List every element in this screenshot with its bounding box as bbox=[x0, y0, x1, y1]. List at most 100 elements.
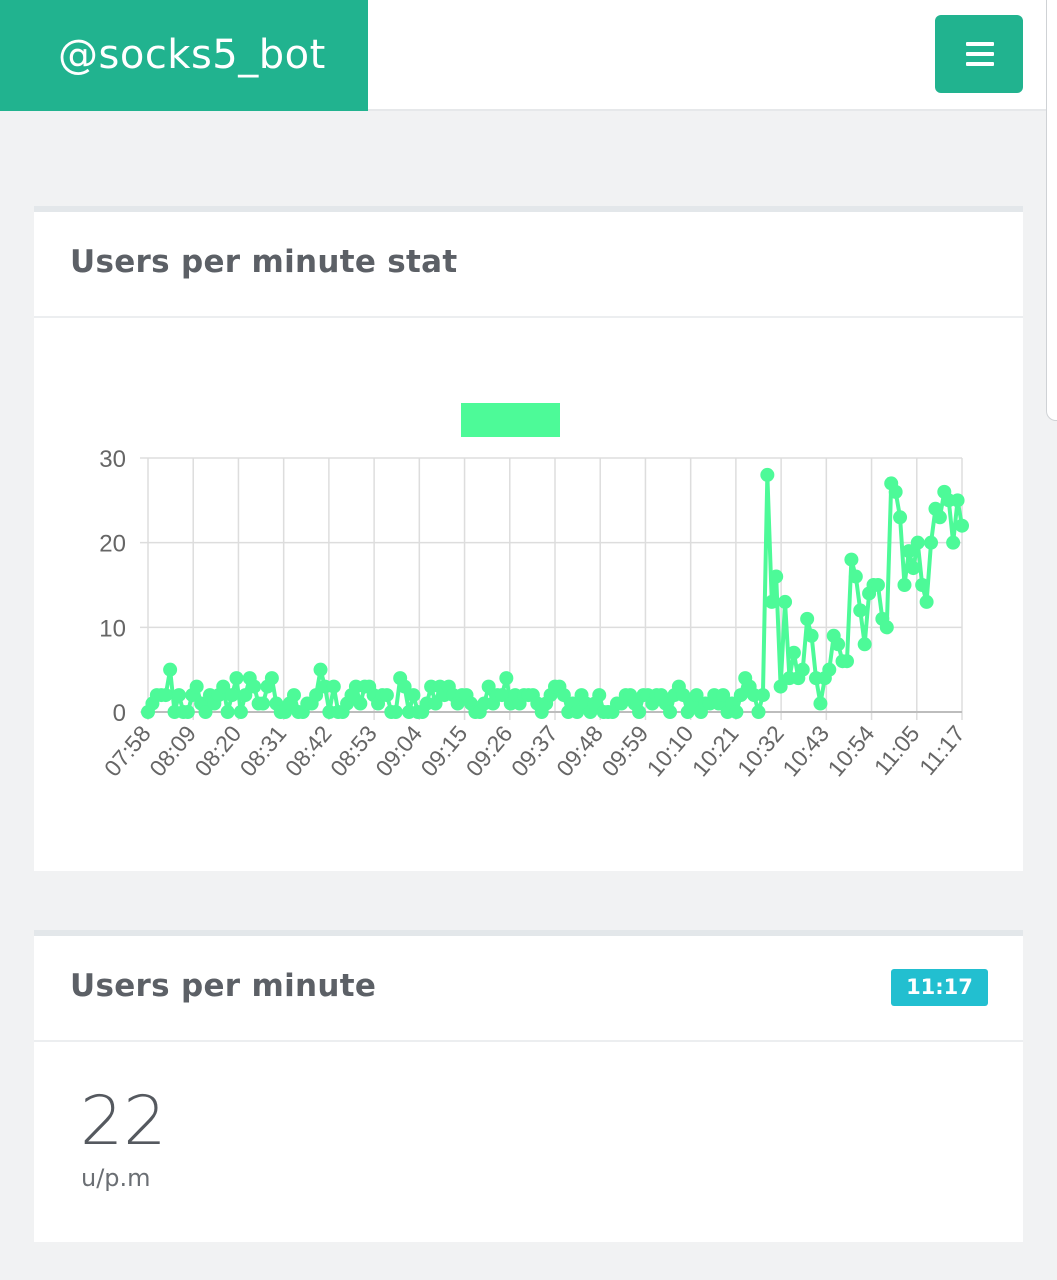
scrollbar[interactable] bbox=[1046, 0, 1057, 421]
x-tick-label: 09:04 bbox=[370, 720, 427, 781]
hamburger-menu-icon bbox=[966, 42, 994, 66]
data-point bbox=[729, 705, 744, 719]
x-tick-label: 10:10 bbox=[642, 721, 699, 782]
data-point bbox=[822, 662, 837, 677]
data-point bbox=[831, 637, 846, 652]
menu-toggle-button[interactable] bbox=[935, 15, 1023, 93]
data-point bbox=[919, 594, 934, 609]
x-tick-label: 08:09 bbox=[144, 721, 201, 782]
data-point bbox=[932, 510, 947, 525]
data-point bbox=[773, 679, 788, 694]
data-point bbox=[189, 679, 204, 694]
data-point bbox=[220, 705, 235, 719]
data-point bbox=[158, 688, 173, 703]
data-point bbox=[326, 679, 341, 694]
data-point bbox=[804, 628, 819, 643]
data-point bbox=[755, 688, 770, 703]
data-point bbox=[233, 705, 248, 719]
card-header: Users per minute 11:17 bbox=[34, 936, 1023, 1042]
data-point bbox=[379, 688, 394, 703]
data-point bbox=[663, 705, 678, 719]
data-point bbox=[229, 671, 244, 686]
data-point bbox=[950, 493, 965, 508]
data-point bbox=[786, 645, 801, 660]
data-point bbox=[264, 671, 279, 686]
data-point bbox=[879, 620, 894, 635]
data-point bbox=[428, 696, 443, 711]
data-point bbox=[946, 535, 961, 550]
y-tick-label: 10 bbox=[99, 615, 126, 642]
data-point bbox=[778, 594, 793, 609]
data-point bbox=[760, 467, 775, 482]
data-point bbox=[924, 535, 939, 550]
time-badge: 11:17 bbox=[891, 969, 988, 1006]
data-point bbox=[764, 594, 779, 609]
data-point bbox=[676, 688, 691, 703]
x-tick-label: 09:37 bbox=[506, 721, 563, 782]
x-tick-label: 10:43 bbox=[777, 721, 834, 782]
data-point bbox=[689, 688, 704, 703]
data-point bbox=[256, 696, 271, 711]
data-point bbox=[570, 705, 585, 719]
data-point bbox=[955, 518, 969, 533]
x-tick-label: 11:17 bbox=[914, 721, 970, 781]
data-point bbox=[870, 578, 885, 592]
data-point bbox=[733, 688, 748, 703]
x-tick-label: 10:54 bbox=[822, 720, 879, 781]
x-tick-label: 09:48 bbox=[551, 721, 608, 782]
users-per-minute-card: Users per minute 11:17 22 u/p.m bbox=[34, 930, 1023, 1242]
users-per-minute-value: 22 bbox=[80, 1082, 167, 1161]
data-point bbox=[286, 688, 301, 703]
data-point bbox=[893, 510, 908, 525]
data-point bbox=[556, 688, 571, 703]
data-point bbox=[397, 679, 412, 694]
x-tick-label: 11:05 bbox=[869, 721, 925, 781]
data-point bbox=[769, 569, 784, 584]
y-tick-label: 30 bbox=[99, 446, 126, 473]
card-header: Users per minute stat bbox=[34, 212, 1023, 318]
data-point bbox=[481, 679, 496, 694]
data-point bbox=[406, 688, 421, 703]
top-navbar: @socks5_bot bbox=[0, 0, 1057, 111]
data-point bbox=[857, 637, 872, 652]
data-point bbox=[309, 688, 324, 703]
data-point bbox=[171, 688, 186, 703]
data-point bbox=[353, 696, 368, 711]
data-point bbox=[853, 603, 868, 618]
data-point bbox=[800, 611, 815, 626]
data-point bbox=[388, 705, 403, 719]
data-point bbox=[888, 484, 903, 499]
data-point bbox=[848, 569, 863, 584]
brand-logo[interactable]: @socks5_bot bbox=[0, 0, 368, 111]
data-point bbox=[906, 561, 921, 576]
unit-label: u/p.m bbox=[81, 1164, 151, 1192]
data-point bbox=[592, 688, 607, 703]
x-tick-label: 08:53 bbox=[325, 721, 382, 782]
y-tick-label: 0 bbox=[113, 700, 126, 727]
data-point bbox=[716, 688, 731, 703]
data-point bbox=[901, 544, 916, 559]
data-point bbox=[915, 578, 930, 592]
data-point bbox=[839, 654, 854, 669]
x-tick-label: 08:42 bbox=[280, 721, 337, 782]
data-point bbox=[163, 662, 178, 677]
data-point bbox=[238, 688, 253, 703]
data-point bbox=[225, 688, 240, 703]
data-point bbox=[632, 705, 647, 719]
card-title: Users per minute stat bbox=[70, 244, 458, 280]
x-tick-label: 09:59 bbox=[596, 721, 653, 782]
data-point bbox=[494, 688, 509, 703]
data-point bbox=[216, 679, 231, 694]
data-point bbox=[844, 552, 859, 567]
data-point bbox=[313, 662, 328, 677]
data-point bbox=[813, 696, 828, 711]
x-tick-label: 08:31 bbox=[235, 721, 292, 782]
card-title: Users per minute bbox=[70, 968, 377, 1004]
users-per-minute-chart: 010203007:5808:0908:2008:3108:4208:5309:… bbox=[99, 403, 970, 782]
x-tick-label: 09:15 bbox=[415, 721, 472, 782]
y-tick-label: 20 bbox=[99, 531, 126, 558]
users-per-minute-stat-card: Users per minute stat 0 10 20 30 07:58 08:09 0… bbox=[34, 206, 1023, 871]
data-point bbox=[198, 705, 213, 719]
x-tick-label: 10:32 bbox=[732, 721, 789, 782]
data-point bbox=[180, 705, 195, 719]
